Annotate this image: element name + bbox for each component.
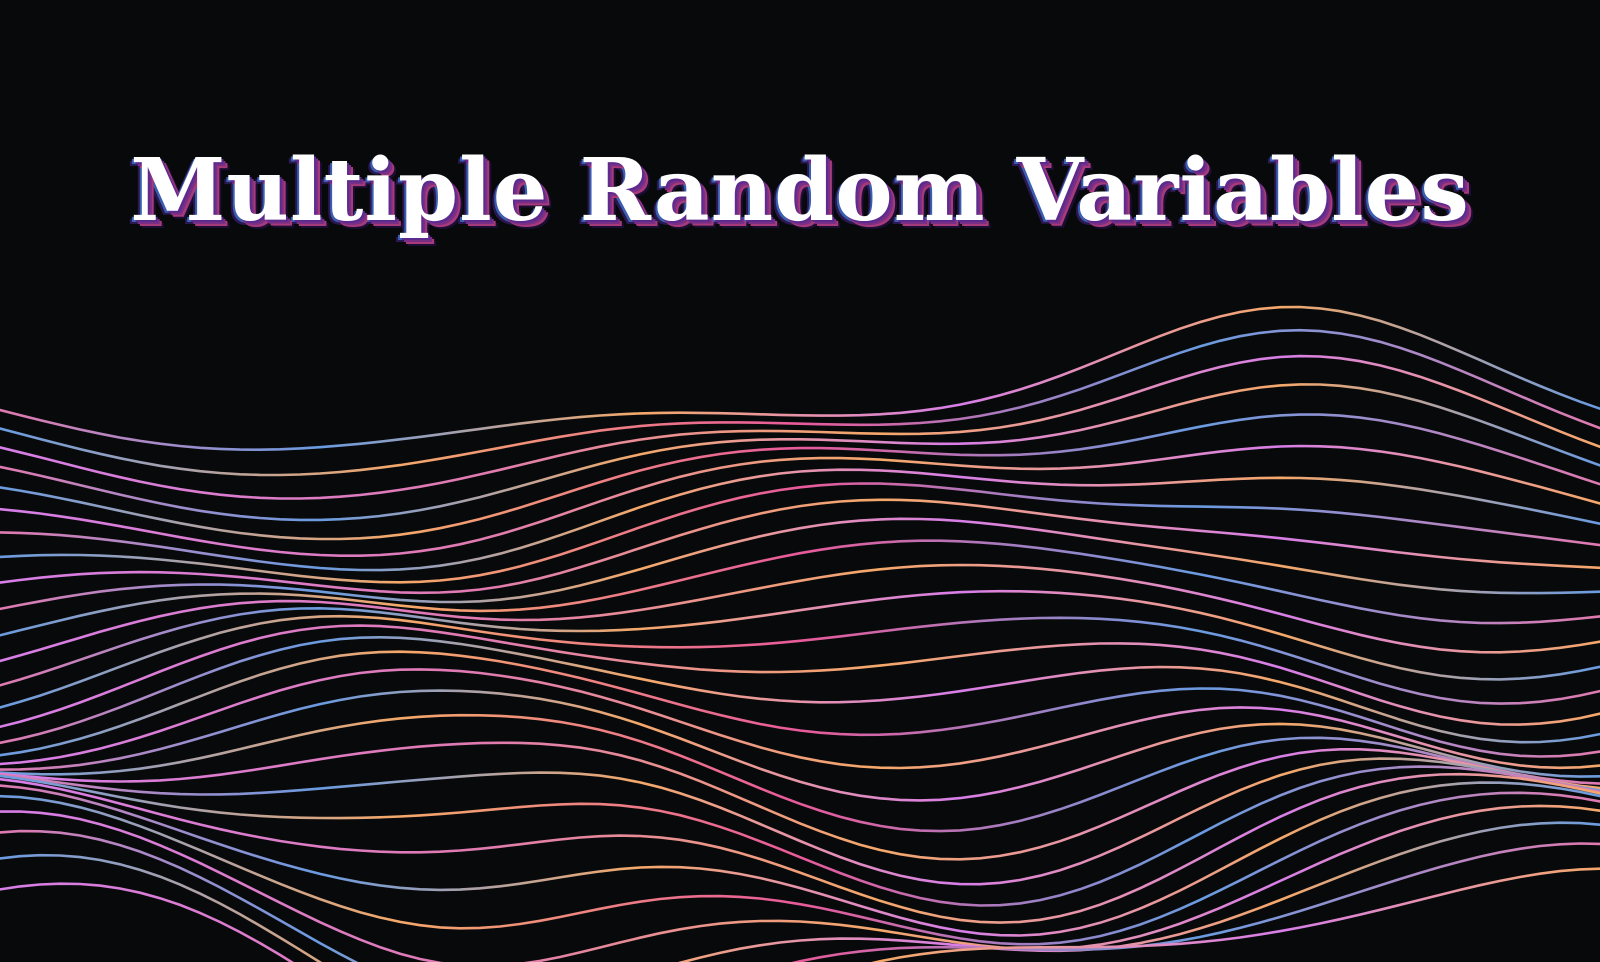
wave-line — [0, 468, 1600, 572]
wave-line — [0, 713, 1600, 833]
wave-line — [0, 498, 1600, 595]
wave-line — [0, 757, 1600, 886]
wave-line — [0, 589, 1600, 687]
wave-line — [0, 804, 1600, 962]
wave-line — [0, 765, 1600, 907]
wave-line — [0, 354, 1600, 500]
wave-line — [0, 413, 1600, 541]
wave-line — [0, 781, 1600, 937]
wave-line — [0, 614, 1600, 709]
wave-line — [0, 867, 1600, 962]
wave-line — [0, 563, 1600, 663]
wave-line — [0, 328, 1600, 477]
wave-line — [0, 444, 1600, 557]
page-title: Multiple Random Variables — [130, 140, 1470, 241]
wave-line — [0, 689, 1600, 802]
wave-line — [0, 305, 1600, 452]
wave-line — [0, 517, 1600, 611]
wave-line — [0, 791, 1600, 946]
wave-line — [0, 842, 1600, 962]
wave-line — [0, 772, 1600, 924]
wave-line — [0, 539, 1600, 637]
wave-line — [0, 668, 1600, 770]
wave-lines — [0, 305, 1600, 962]
wave-line — [0, 635, 1600, 745]
wave-line — [0, 741, 1600, 861]
wave-line — [0, 383, 1600, 522]
wave-line — [0, 624, 1600, 729]
wave-line — [0, 650, 1600, 758]
wave-line — [0, 821, 1600, 962]
wave-line — [0, 482, 1600, 584]
